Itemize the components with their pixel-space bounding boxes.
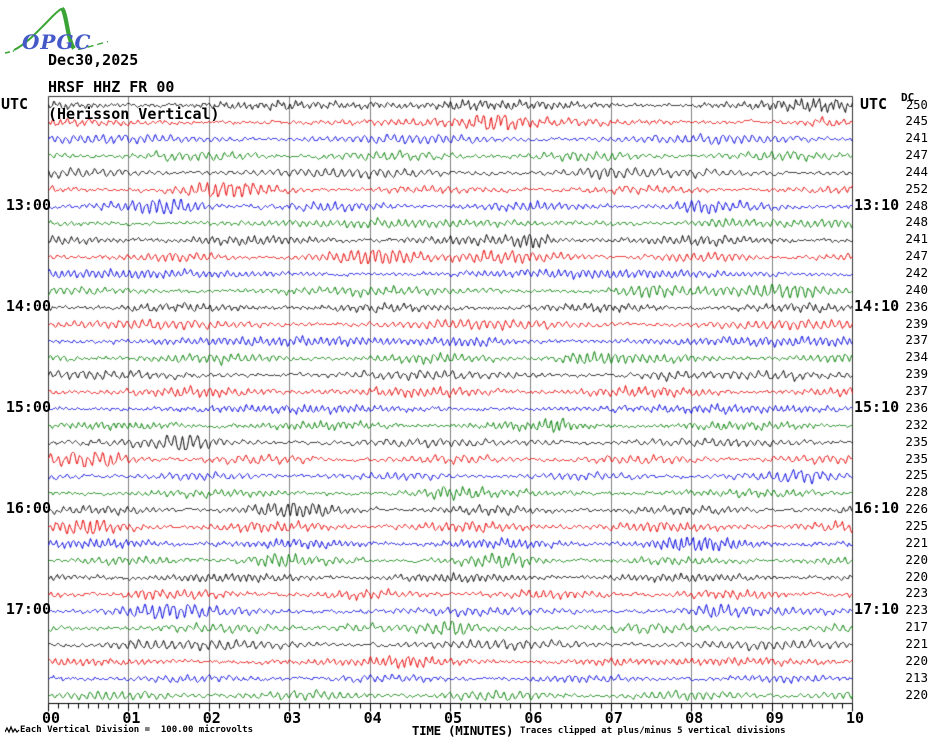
dc-offset-value: 228 xyxy=(905,484,928,500)
x-axis-title: TIME (MINUTES) xyxy=(411,723,514,738)
dc-offset-value: 242 xyxy=(905,265,928,281)
dc-offset-value: 223 xyxy=(905,602,928,618)
x-axis-tick-label: 01 xyxy=(122,709,141,727)
dc-offset-value: 217 xyxy=(905,619,928,635)
right-hour-label: 17:10 xyxy=(854,600,900,619)
dc-offset-value: 244 xyxy=(905,163,928,179)
clip-note: Traces clipped at plus/minus 5 vertical … xyxy=(520,726,786,736)
x-axis-tick-label: 02 xyxy=(202,709,221,727)
right-utc-axis-label: UTC xyxy=(860,95,888,113)
dc-offset-value: 239 xyxy=(905,366,928,382)
dc-offset-value: 225 xyxy=(905,467,928,483)
dc-offset-value: 237 xyxy=(905,332,928,348)
left-hour-label: 14:00 xyxy=(5,296,51,315)
title-station: HRSF HHZ FR 00 xyxy=(48,78,175,96)
dc-offset-value: 237 xyxy=(905,383,928,399)
x-axis-tick-label: 10 xyxy=(845,709,865,727)
dc-offset-value: 240 xyxy=(905,281,928,297)
dc-offset-value: 236 xyxy=(905,298,928,314)
right-hour-label: 14:10 xyxy=(854,296,900,315)
dc-offset-value: 221 xyxy=(905,534,928,550)
dc-offset-header-label: DC xyxy=(901,91,915,104)
dc-offset-value: 247 xyxy=(905,248,928,264)
dc-offset-value: 225 xyxy=(905,517,928,533)
scale-note: Each Vertical Division = 100.00 microvol… xyxy=(20,725,253,735)
dc-offset-value: 220 xyxy=(905,686,928,702)
x-axis-tick-label: 09 xyxy=(765,709,784,727)
dc-offset-value: 235 xyxy=(905,433,928,449)
logo-mountain-right-slope xyxy=(60,6,76,50)
x-axis-tick-label: 06 xyxy=(524,709,543,727)
dc-offset-value: 232 xyxy=(905,416,928,432)
logo-left-dash xyxy=(4,50,15,54)
wiggle-mark-icon xyxy=(5,725,20,734)
left-hour-label: 17:00 xyxy=(5,600,51,619)
x-axis-tick-label: 04 xyxy=(363,709,382,727)
left-hour-label: 13:00 xyxy=(5,195,51,214)
dc-offset-value: 236 xyxy=(905,399,928,415)
dc-offset-value: 234 xyxy=(905,349,928,365)
dc-offset-value: 220 xyxy=(905,551,928,567)
dc-offset-value: 220 xyxy=(905,568,928,584)
dc-offset-value: 220 xyxy=(905,652,928,668)
dc-offset-value: 235 xyxy=(905,450,928,466)
title-subtitle: (Herisson Vertical) xyxy=(48,105,220,123)
x-axis-tick-label: 08 xyxy=(685,709,704,727)
plot-title: Dec30,2025 HRSF HHZ FR 00 (Herisson Vert… xyxy=(48,51,220,123)
right-hour-label: 16:10 xyxy=(854,499,900,518)
x-axis-tick-label: 03 xyxy=(283,709,302,727)
x-axis-tick-label: 07 xyxy=(604,709,623,727)
dc-offset-value: 213 xyxy=(905,669,928,685)
left-utc-axis-label: UTC xyxy=(1,95,29,113)
dc-offset-value: 247 xyxy=(905,147,928,162)
opgc-logo: OPGC xyxy=(4,6,109,54)
dc-offset-value: 241 xyxy=(905,130,928,146)
dc-offset-value: 248 xyxy=(905,214,928,230)
logo-right-dash xyxy=(77,40,109,51)
dc-offset-value: 252 xyxy=(905,180,928,196)
logo-text: OPGC xyxy=(22,30,91,54)
title-date: Dec30,2025 xyxy=(48,51,139,69)
x-axis-tick-label: 05 xyxy=(443,709,463,727)
right-hour-label: 13:10 xyxy=(854,195,900,214)
left-hour-label: 15:00 xyxy=(5,397,51,416)
dc-offset-value: 226 xyxy=(905,501,928,517)
dc-offset-value: 248 xyxy=(905,197,928,213)
logo-mountain-left-slope xyxy=(13,7,63,51)
dc-offset-value: 241 xyxy=(905,231,928,247)
dc-offset-value: 223 xyxy=(905,585,928,601)
dc-offset-value: 221 xyxy=(905,635,928,651)
left-hour-label: 16:00 xyxy=(5,499,51,518)
dc-offset-value: 239 xyxy=(905,315,928,331)
dc-offset-value: 245 xyxy=(905,113,928,129)
dc-offset-header-value: 250 xyxy=(906,98,928,112)
x-axis-tick-label: 00 xyxy=(41,709,61,727)
right-hour-label: 15:10 xyxy=(854,397,900,416)
